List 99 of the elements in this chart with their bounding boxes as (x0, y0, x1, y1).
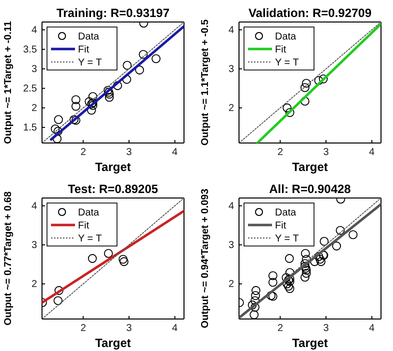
point (285, 108, 294, 118)
x-tick-label: 3 (323, 323, 330, 334)
chart-title: All: R=0.90428 (269, 182, 352, 196)
point (113, 81, 122, 90)
x-axis-title: Target (292, 336, 328, 350)
x-tick-label: 3 (126, 147, 132, 158)
x-tick-label: 4 (172, 147, 178, 158)
legend-label: Y = T (78, 58, 102, 68)
point (314, 252, 324, 261)
point (251, 291, 260, 300)
y-tick-label: 2 (228, 103, 234, 114)
y-tick-label: 2 (31, 279, 38, 290)
legend-label: Y = T (78, 234, 102, 244)
legend-label: Fit (78, 44, 90, 56)
point (54, 126, 62, 136)
y-tick-label: 1.5 (23, 122, 38, 134)
legend-label: Fit (275, 44, 286, 56)
point (302, 78, 311, 88)
legend-label: Fit (275, 220, 286, 232)
x-tick-label: 2 (277, 323, 284, 334)
x-axis-title: Target (292, 160, 328, 174)
point (332, 242, 342, 250)
point (348, 230, 358, 240)
point (336, 226, 345, 235)
y-tick-label: 3 (31, 64, 38, 76)
y-axis-title: Output ~= 0.77*Target + 0.68 (3, 191, 14, 326)
y-axis-title: Output ~= 0.94*Target + 0.093 (200, 188, 211, 328)
x-tick-label: 2 (80, 147, 86, 158)
point (252, 286, 260, 295)
point (152, 54, 161, 64)
point (300, 259, 310, 268)
point (54, 115, 63, 124)
point (118, 254, 128, 264)
point (54, 286, 64, 295)
legend-label: Y = T (275, 234, 299, 244)
point (268, 278, 278, 287)
point (122, 60, 132, 70)
point (285, 284, 294, 294)
point (268, 271, 278, 280)
y-tick-label: 3 (31, 240, 38, 252)
y-tick-label: 4 (31, 201, 38, 212)
x-tick-label: 4 (172, 323, 178, 334)
point (71, 102, 80, 111)
point (316, 257, 326, 266)
point (104, 86, 112, 95)
point (88, 92, 98, 101)
y-tick-label: 2 (31, 103, 38, 114)
y-tick-label: 4 (228, 25, 234, 36)
point (248, 300, 257, 310)
y-tick-label: 3 (228, 64, 234, 76)
point (316, 254, 325, 264)
legend-label: Fit (78, 220, 90, 232)
y-axis-title: Output ~= 1*Target + -0.11 (3, 20, 14, 144)
point (135, 66, 144, 74)
x-axis-title: Target (95, 160, 131, 174)
legend-label: Data (275, 32, 297, 42)
point (284, 254, 294, 263)
y-tick-label: 2 (228, 279, 234, 290)
point (300, 83, 310, 92)
x-axis-title: Target (95, 336, 131, 350)
point (282, 273, 291, 282)
point (120, 257, 128, 266)
point (71, 95, 80, 104)
point (250, 310, 259, 319)
point (138, 50, 148, 59)
point (300, 248, 310, 258)
point (88, 254, 97, 263)
legend-label: Data (275, 208, 297, 218)
x-tick-label: 3 (323, 147, 330, 158)
point (284, 282, 293, 291)
legend-label: Data (78, 32, 100, 42)
x-tick-label: 2 (277, 147, 284, 158)
x-tick-label: 4 (369, 147, 376, 158)
point (104, 88, 114, 97)
y-tick-label: 3 (228, 240, 234, 252)
x-tick-label: 4 (369, 323, 376, 334)
point (104, 248, 113, 258)
point (314, 76, 324, 85)
y-tick-label: 4 (228, 201, 234, 212)
point (54, 296, 62, 306)
point (300, 272, 310, 282)
point (250, 302, 260, 312)
x-tick-label: 3 (126, 323, 132, 334)
x-tick-label: 2 (80, 323, 86, 334)
point (318, 74, 328, 84)
point (302, 268, 311, 278)
point (282, 103, 292, 112)
y-tick-label: 3.5 (23, 44, 38, 56)
point (104, 92, 114, 102)
point (320, 236, 329, 246)
y-tick-label: 2.5 (23, 84, 38, 95)
point (50, 124, 60, 134)
chart-title: Validation: R=0.92709 (248, 6, 372, 20)
legend-label: Data (78, 208, 100, 218)
chart-title: Training: R=0.93197 (56, 6, 170, 20)
chart-title: Test: R=0.89205 (68, 182, 158, 196)
y-tick-label: 4 (31, 25, 38, 36)
legend-label: Y = T (275, 58, 299, 68)
y-axis-title: Output ~= 1.1*Target + -0.5 (200, 18, 211, 146)
